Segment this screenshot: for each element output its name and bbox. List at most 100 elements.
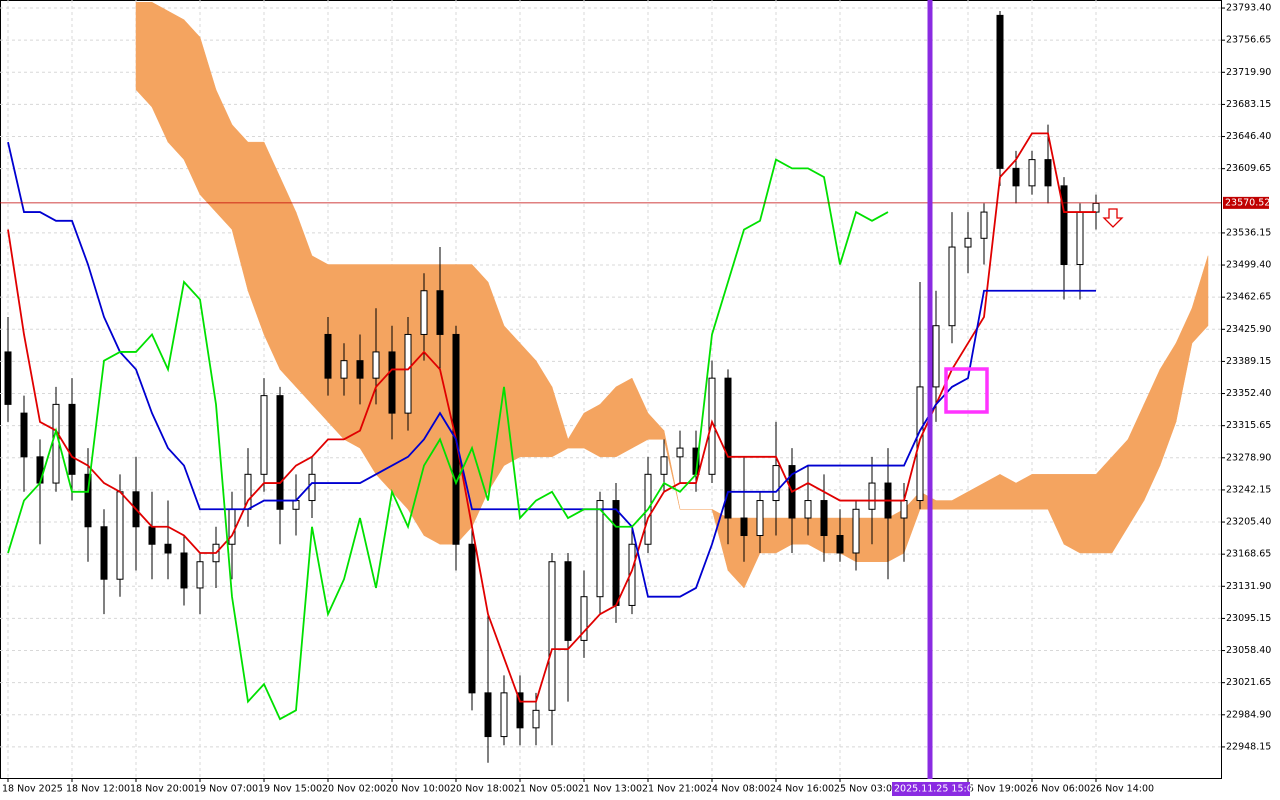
y-tick-label: 23536.15 — [1226, 227, 1271, 238]
grid — [0, 0, 1221, 778]
time-marker-label: 2025.11.25 15:00 — [894, 784, 979, 795]
ichimoku-cloud — [135, 1, 1209, 589]
candle-body — [1028, 159, 1036, 187]
candle-body — [932, 325, 940, 388]
y-tick-label: 23756.65 — [1226, 35, 1271, 46]
y-tick-label: 23021.65 — [1226, 677, 1271, 688]
highlight-box — [944, 367, 989, 414]
x-tick-label: 18 Nov 20:00 — [130, 784, 194, 795]
candle-body — [340, 360, 348, 379]
candle-body — [196, 561, 204, 589]
last-price-box — [1223, 196, 1269, 209]
y-tick-label: 23058.40 — [1226, 645, 1271, 656]
y-tick-label: 23462.65 — [1226, 292, 1271, 303]
candle-body — [740, 517, 748, 537]
x-tick-label: 18 Nov 12:00 — [66, 784, 130, 795]
candle-body — [1092, 202, 1100, 213]
candle-body — [148, 526, 156, 545]
x-tick-label: 18 Nov 2025 — [2, 784, 63, 795]
cloud-segment — [471, 263, 489, 527]
x-tick-label: 26 Nov 06:00 — [1026, 784, 1090, 795]
cloud-segment — [1079, 474, 1097, 554]
sell-arrow — [1102, 208, 1124, 228]
candle-body — [628, 543, 636, 606]
cloud-segment — [135, 2, 153, 108]
candle-body — [388, 351, 396, 414]
candle-body — [868, 482, 876, 510]
y-tick-label: 23609.65 — [1226, 163, 1271, 174]
candle-body — [68, 403, 76, 475]
x-tick-label: 25 Nov 03:00 — [834, 784, 898, 795]
candle-body — [292, 500, 300, 510]
y-tick-label: 23425.90 — [1226, 324, 1271, 335]
candle-body — [164, 543, 172, 554]
candle-body — [964, 237, 972, 248]
y-tick-label: 23205.40 — [1226, 517, 1271, 528]
candle-body — [1044, 159, 1052, 187]
candle-body — [580, 596, 588, 641]
indicator-line — [7, 141, 1096, 598]
candle-body — [596, 500, 604, 598]
candle-body — [516, 692, 524, 729]
candle-body — [324, 333, 332, 379]
cloud-segment — [519, 342, 537, 458]
candle-body — [484, 692, 492, 738]
cloud-segment — [615, 377, 633, 458]
candle-body — [724, 377, 732, 519]
candle-body — [772, 465, 780, 502]
candle-body — [420, 290, 428, 335]
candle-body — [900, 500, 908, 519]
candle-body — [564, 561, 572, 641]
y-tick-label: 23499.40 — [1226, 260, 1271, 271]
x-tick-label: 21 Nov 13:00 — [578, 784, 642, 795]
candle-body — [436, 290, 444, 335]
y-tick-label: 23278.90 — [1226, 452, 1271, 463]
candle-body — [4, 351, 12, 405]
candle-body — [852, 508, 860, 554]
candle-body — [660, 456, 668, 475]
candles — [4, 11, 1100, 763]
candle-body — [404, 333, 412, 414]
indicator-line — [7, 132, 1096, 703]
candle-body — [756, 500, 764, 537]
candle-body — [308, 473, 316, 502]
candle-body — [500, 692, 508, 738]
candle-body — [820, 500, 828, 537]
x-tick-label: 24 Nov 16:00 — [770, 784, 834, 795]
candle-body — [676, 447, 684, 458]
candle-body — [356, 360, 364, 379]
cloud-segment — [1031, 474, 1049, 510]
y-tick-label: 23242.15 — [1226, 484, 1271, 495]
candle-body — [708, 377, 716, 475]
cloud-segment — [1191, 255, 1209, 344]
x-tick-label: 20 Nov 02:00 — [322, 784, 386, 795]
cloud-segment — [279, 177, 297, 388]
candle-body — [836, 535, 844, 554]
candle-body — [1012, 167, 1020, 187]
candle-body — [180, 552, 188, 589]
cloud-segment — [343, 264, 361, 449]
x-tick-label: 21 Nov 21:00 — [642, 784, 706, 795]
indicator-lines — [0, 132, 1221, 721]
y-tick-label: 23168.65 — [1226, 549, 1271, 560]
cloud-segment — [503, 325, 521, 466]
candle-body — [1060, 185, 1068, 266]
candle-body — [276, 395, 284, 510]
y-tick-label: 23315.65 — [1226, 420, 1271, 431]
candle-body — [804, 500, 812, 519]
candle-body — [1076, 211, 1084, 266]
x-tick-label: 24 Nov 08:00 — [706, 784, 770, 795]
y-tick-label: 23352.40 — [1226, 388, 1271, 399]
indicator-line — [7, 158, 889, 721]
y-tick-label: 23131.90 — [1226, 581, 1271, 592]
x-tick-label: 19 Nov 07:00 — [194, 784, 258, 795]
cloud-segment — [1063, 474, 1081, 554]
x-tick-label: 26 Nov 14:00 — [1090, 784, 1154, 795]
candle-body — [532, 709, 540, 729]
y-tick-label: 23646.40 — [1226, 131, 1271, 142]
candle-body — [100, 526, 108, 580]
x-tick-label: 20 Nov 18:00 — [450, 784, 514, 795]
cloud-segment — [167, 10, 185, 161]
time-marker-box — [892, 782, 970, 796]
